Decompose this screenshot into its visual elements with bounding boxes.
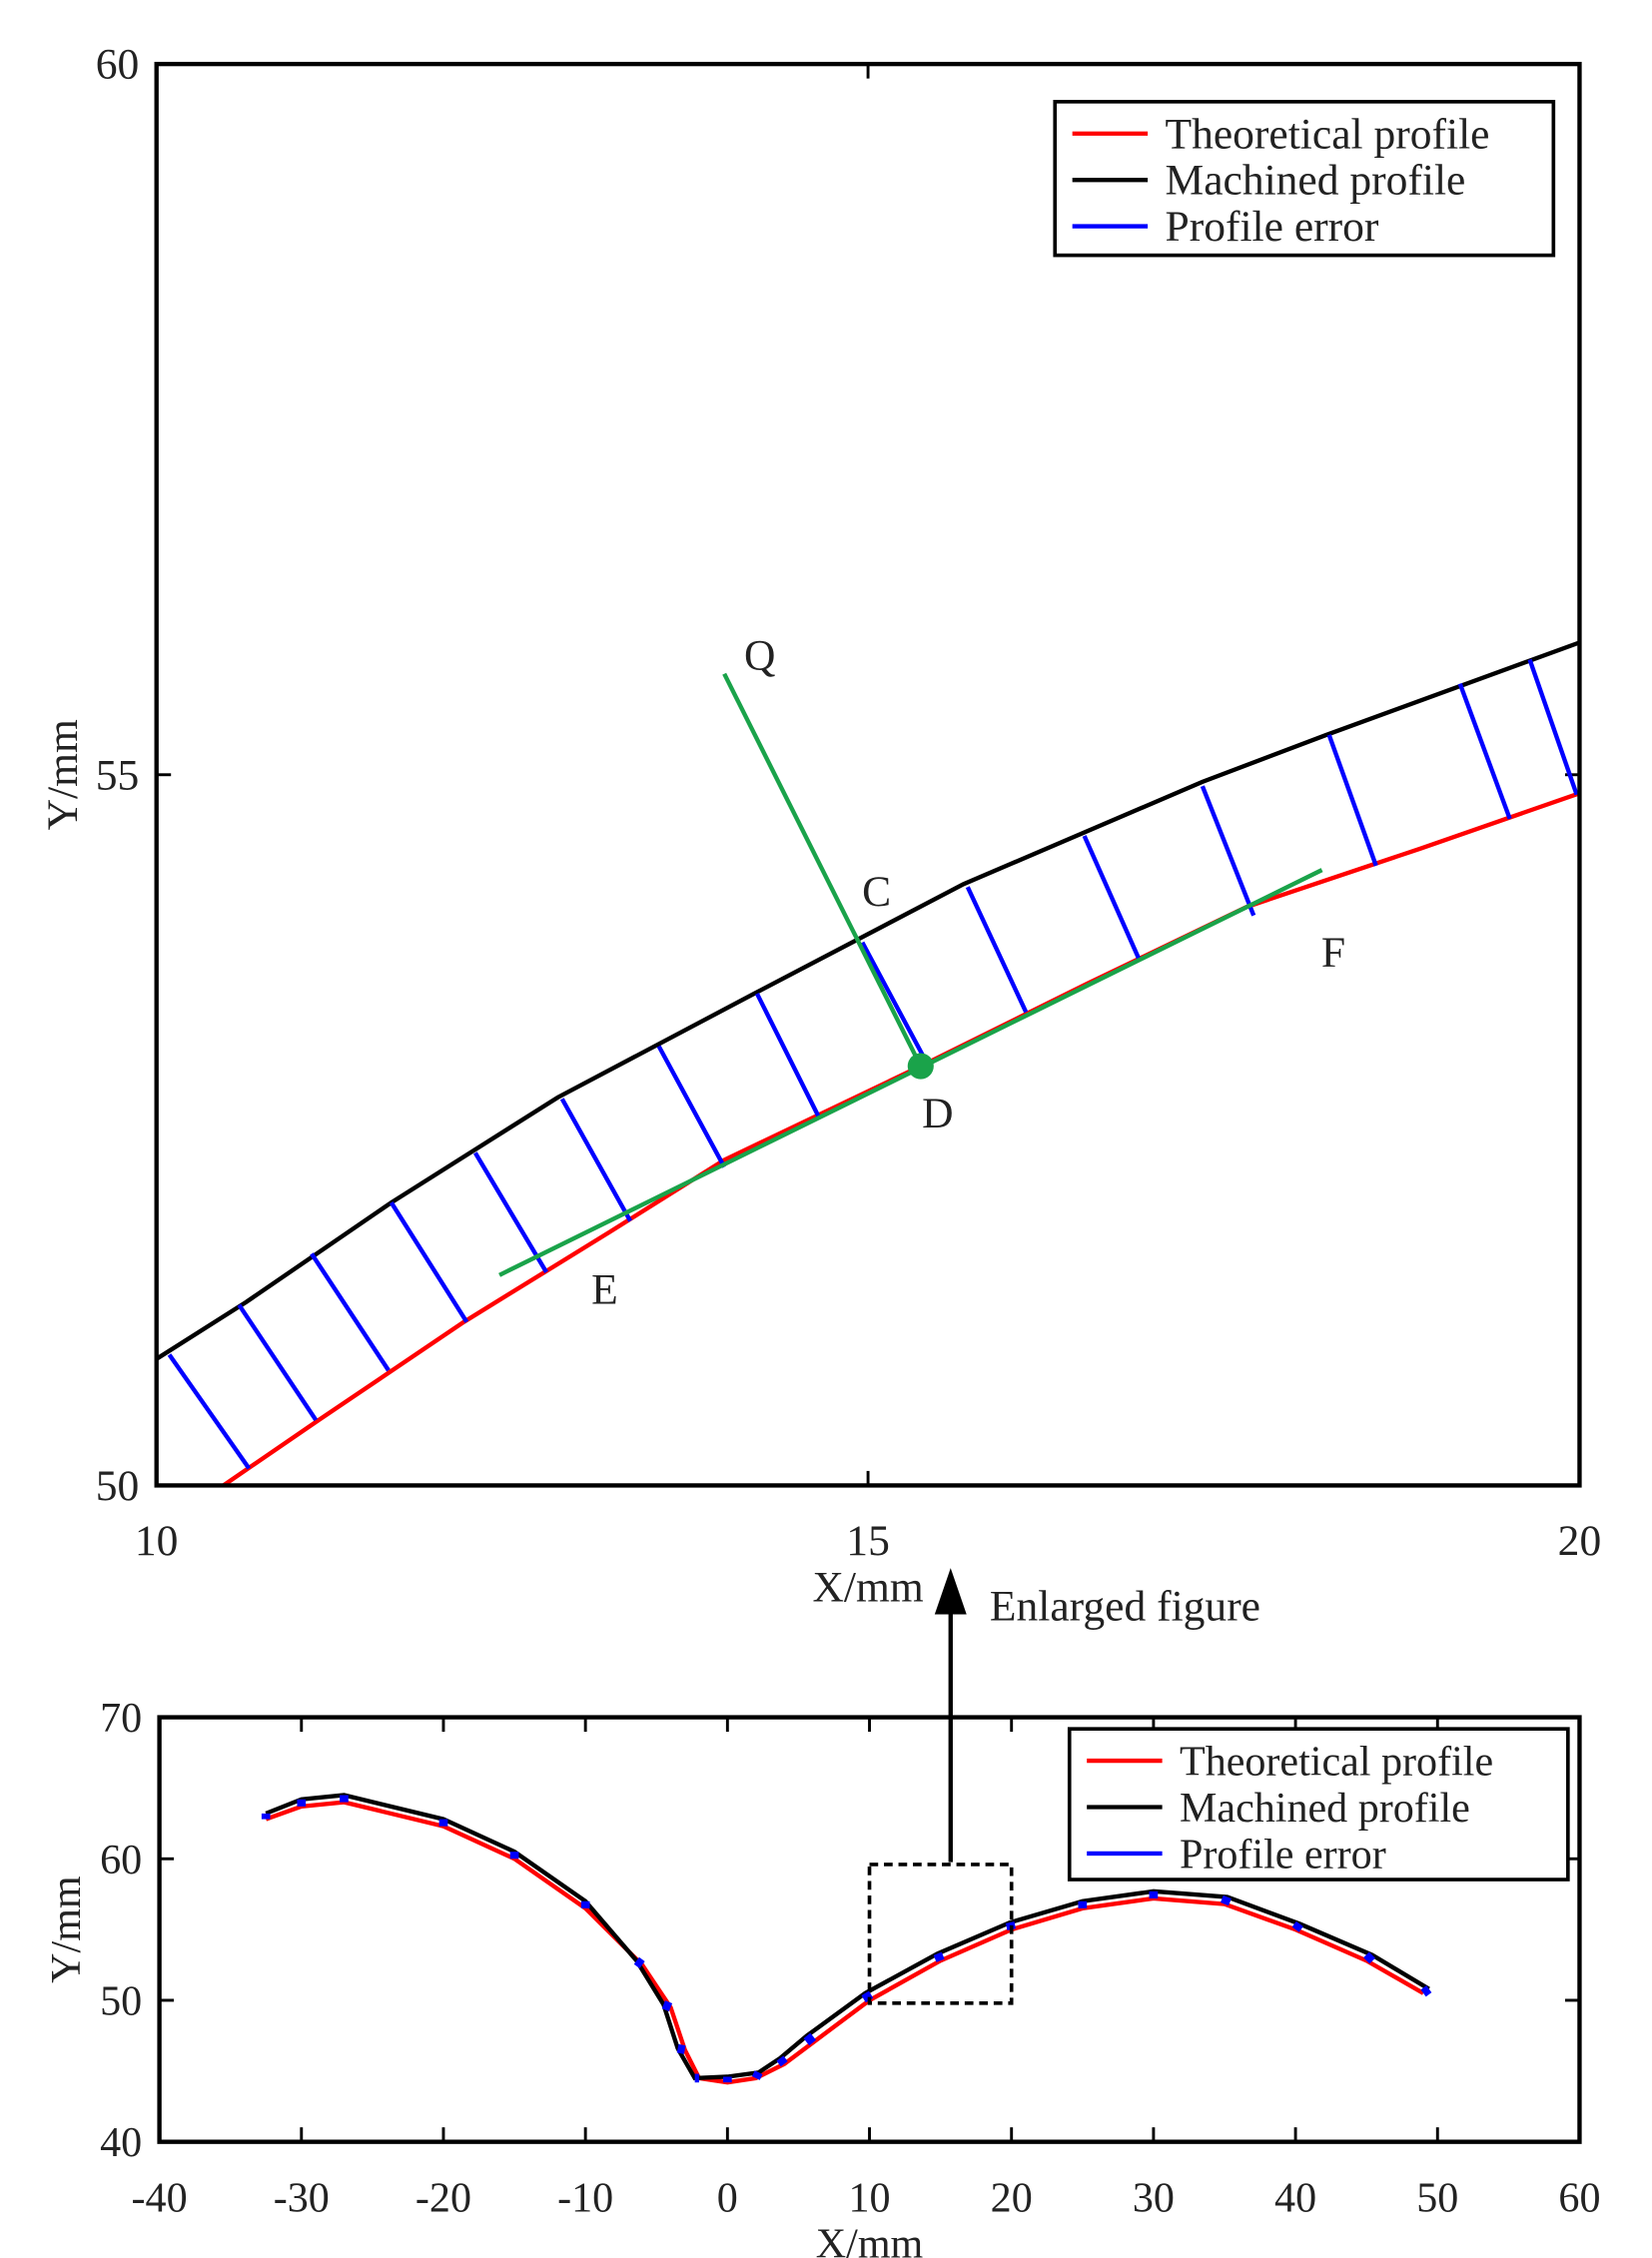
x-tick-label: 30	[1133, 2175, 1175, 2221]
y-tick-label: 60	[96, 41, 140, 89]
x-tick-label: 20	[1558, 1517, 1602, 1565]
annotation-label: Q	[744, 632, 775, 680]
profile-error-segment	[237, 1303, 319, 1422]
profile-error-segment	[803, 2032, 817, 2046]
plot-frame	[154, 61, 1582, 1488]
y-tick-label: 60	[100, 1838, 142, 1883]
x-tick-label: 20	[991, 2175, 1033, 2221]
x-axis-label: X/mm	[812, 1563, 923, 1611]
profile-error-segment	[167, 1353, 252, 1470]
legend-label: Machined profile	[1166, 157, 1466, 205]
profile-error-segment	[1291, 1920, 1303, 1932]
y-tick-label: 70	[100, 1696, 142, 1742]
y-axis-label: Y/mm	[39, 719, 87, 830]
profile-error-segment	[1082, 835, 1143, 963]
annotation-label: F	[1321, 929, 1345, 977]
profile-error-segment	[754, 992, 821, 1118]
profile-error-segment	[633, 1956, 645, 1969]
profile-error-segment	[1200, 785, 1256, 917]
profile-line	[155, 640, 1581, 1361]
x-tick-label: -20	[415, 2175, 471, 2221]
profile-error-segment	[559, 1098, 633, 1222]
legend-label: Machined profile	[1180, 1786, 1470, 1832]
x-tick-label: -10	[557, 2175, 613, 2221]
profile-error-segment	[776, 2055, 788, 2067]
profile-error-segment	[1457, 682, 1512, 820]
zoom-box	[867, 1863, 1014, 2005]
annotation-label: C	[862, 868, 891, 916]
profile-error-segment	[389, 1201, 469, 1323]
profile-error-segment	[860, 941, 930, 1067]
y-tick-label: 40	[100, 2120, 142, 2166]
profile-line	[265, 1793, 1430, 2081]
profile-error-segment	[933, 1951, 945, 1962]
arrow-label: Enlarged figure	[990, 1582, 1260, 1630]
profile-error-segment	[676, 2043, 686, 2054]
annotation-line	[722, 672, 923, 1068]
profile-error-segment	[1326, 734, 1378, 867]
x-axis-label: X/mm	[816, 2222, 924, 2258]
x-tick-label: 0	[717, 2175, 738, 2221]
legend-box	[1067, 1727, 1570, 1882]
y-axis-label: Y/mm	[44, 1876, 90, 1983]
x-tick-label: 15	[846, 1517, 890, 1565]
profile-error-segment	[656, 1045, 727, 1168]
x-tick-label: 50	[1416, 2175, 1458, 2221]
enlarge-arrow-head	[934, 1568, 967, 1615]
y-tick-label: 50	[96, 1462, 140, 1510]
profile-error-segment	[472, 1151, 548, 1274]
profile-error-segment	[661, 2000, 673, 2012]
annotation-label: D	[922, 1090, 953, 1137]
annotation-label: E	[591, 1266, 618, 1314]
y-tick-label: 55	[96, 751, 140, 799]
profile-error-segment	[1420, 1985, 1432, 1997]
x-tick-label: 60	[1558, 2175, 1600, 2221]
profile-error-segment	[310, 1252, 391, 1372]
legend-label: Profile error	[1180, 1832, 1386, 1878]
y-tick-label: 50	[100, 1978, 142, 2024]
x-tick-label: 10	[848, 2175, 890, 2221]
annotation-point	[907, 1053, 934, 1080]
profile-error-segment	[1363, 1951, 1375, 1964]
profile-error-segment	[1220, 1894, 1232, 1906]
x-tick-label: -30	[274, 2175, 330, 2221]
x-tick-label: 40	[1274, 2175, 1316, 2221]
profile-error-segment	[1527, 658, 1579, 796]
profile-line	[222, 791, 1581, 1488]
x-tick-label: 10	[135, 1517, 179, 1565]
profile-error-segment	[751, 2070, 763, 2080]
plot-frame	[157, 1715, 1582, 2144]
x-tick-label: -40	[132, 2175, 188, 2221]
profile-error-segment	[965, 886, 1029, 1014]
legend-label: Theoretical profile	[1166, 110, 1490, 158]
legend-label: Theoretical profile	[1180, 1740, 1493, 1786]
legend-label: Profile error	[1166, 203, 1379, 251]
